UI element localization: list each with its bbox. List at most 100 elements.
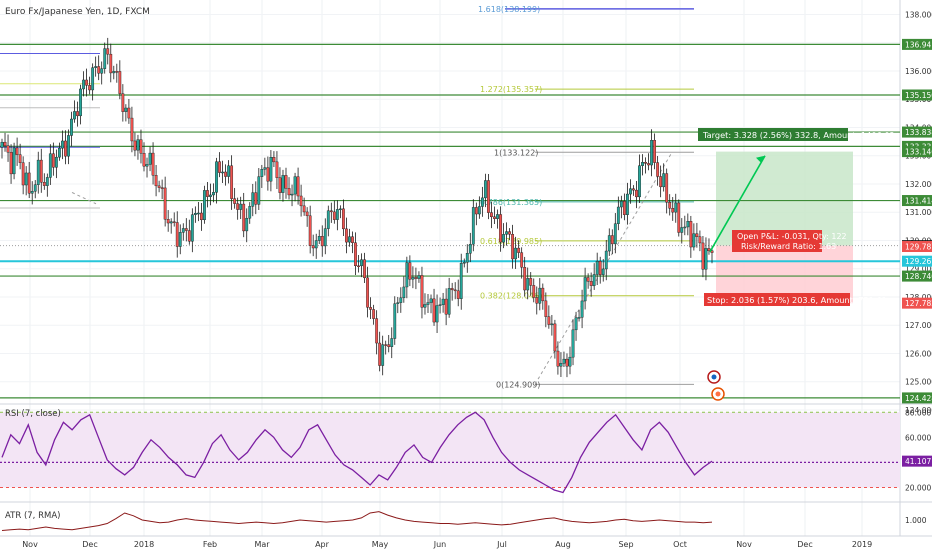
candle-body [598,261,602,275]
candle-body [27,172,31,194]
candle-body [490,212,493,218]
level-badge-text: 128.740 [905,272,932,281]
candle-body [127,107,131,119]
candle-body [429,298,433,303]
candle-body [39,159,43,183]
time-tick: Nov [736,540,752,549]
candle-body [61,140,64,149]
candle-body [707,248,711,252]
candle-body [263,167,267,170]
alert-icon[interactable] [707,370,725,401]
candle-body [366,277,369,308]
rsi-title: RSI (7, close) [5,409,61,419]
candle-body [18,154,22,163]
candle-body [487,180,490,213]
candle-body [187,230,191,242]
candle-body [432,298,436,323]
candle-body [184,228,188,231]
candle-body [547,316,551,325]
rsi-badge [902,455,932,467]
candle-body [378,342,382,366]
candle-body [48,153,52,178]
candle-body [544,300,548,317]
candle-body [94,66,98,68]
fibonacci-extension: 1.618(138.199) 1.272(135.357) 1(133.122) 0.… [71,5,694,389]
candle-body [468,243,472,254]
candle-body [230,165,234,199]
candle-body [553,323,557,352]
candle-body [493,216,496,219]
price-tick: 136.000 [905,67,932,76]
candle-body [169,221,173,224]
candle-body [420,275,424,308]
level-badge [902,89,932,101]
price-badge [902,255,932,267]
time-axis[interactable]: Nov Dec 2018 Feb Mar Apr May Jun Jul Aug Sep Oct Nov… [22,540,872,549]
arrow-head [756,155,765,163]
candle-body [242,203,246,232]
candle-body [317,236,321,241]
candle-body [659,176,663,188]
candle-body [357,265,360,268]
candle-body [145,164,149,167]
time-tick: Jul [496,540,507,549]
long-position-tool[interactable] [0,151,900,304]
candle-body [704,248,708,270]
time-tick: Dec [797,540,812,549]
candle-body [595,261,599,275]
candle-body [142,153,146,167]
candle-body [88,85,92,91]
candle-body [653,140,656,163]
time-tick: Feb [203,540,217,549]
candle-body [218,161,221,173]
candle-body [248,206,252,219]
candle-body [281,175,285,193]
candle-body [641,162,644,166]
price-badge-text: 133.146 [905,148,932,157]
price-tick: 138.000 [905,10,932,19]
candle-body [115,71,119,73]
candle-body [698,236,702,244]
candle-body [224,171,227,177]
candle-body [665,173,669,203]
candle-body [136,139,140,151]
price-tick: 128.000 [905,293,932,302]
atr-tick: 1.000 [905,516,927,525]
candle-body [58,147,61,158]
candle-body [444,298,448,315]
candle-body [36,159,40,185]
candle-body [206,190,209,197]
candle-body [278,177,282,193]
candle-body [233,198,237,204]
candle-body [0,141,4,148]
candle-body [166,219,170,224]
candle-body [360,259,363,267]
candle-body [686,221,690,228]
candle-body [499,214,502,243]
price-tick: 131.000 [905,208,932,217]
candle-body [160,187,164,189]
candle-body [24,172,28,186]
stop-badge: Stop: 2.036 (1.57%) 203.6, Amount: 751.6… [704,293,887,306]
candle-body [112,71,116,74]
candle-body [314,240,318,249]
candle-body [245,217,249,232]
candle-body [689,221,693,248]
time-tick: Oct [673,540,687,549]
candle-body [45,177,49,186]
candle-body [299,195,303,207]
atr-line [1,511,713,531]
target-zone [716,151,853,246]
time-tick: Nov [22,540,38,549]
candle-body [607,235,611,252]
drawing-overlays [709,155,766,253]
candle-body [363,259,366,279]
candle-body [414,277,418,279]
candle-body [456,290,460,299]
candle-body [269,156,273,182]
price-axis[interactable]: 138.000137.000136.000135.000134.000133.0… [902,10,932,415]
candle-body [345,228,348,243]
candle-body [535,297,539,304]
